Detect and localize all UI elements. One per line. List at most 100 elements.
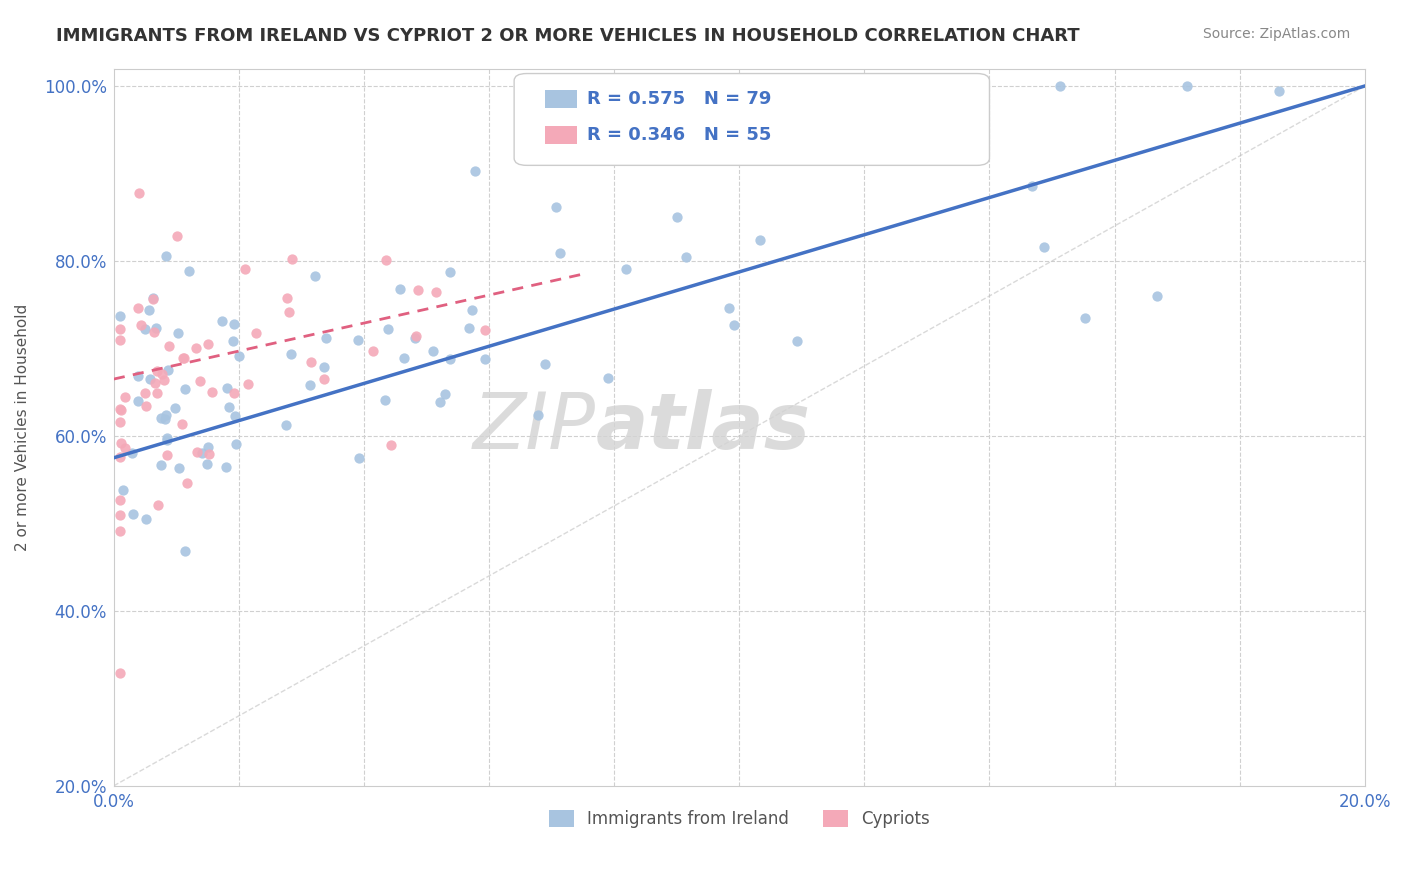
- Point: [134, 322, 156, 336]
- Y-axis label: 2 or more Vehicles in Household: 2 or more Vehicles in Household: [15, 303, 30, 550]
- Point: [138, 302, 160, 317]
- Text: Source: ZipAtlas.com: Source: ZipAtlas.com: [1202, 27, 1350, 41]
- Bar: [546, 90, 576, 108]
- Point: [347, 451, 370, 466]
- Point: [108, 333, 131, 347]
- Point: [1049, 78, 1071, 93]
- Point: [527, 408, 550, 422]
- Point: [596, 371, 619, 385]
- Point: [439, 352, 461, 367]
- Point: [312, 372, 335, 386]
- Point: [299, 355, 322, 369]
- Point: [474, 323, 496, 337]
- FancyBboxPatch shape: [515, 73, 990, 165]
- Point: [548, 246, 571, 260]
- Bar: [546, 126, 576, 144]
- Point: [675, 250, 697, 264]
- Point: [167, 461, 190, 475]
- Point: [439, 265, 461, 279]
- Point: [153, 373, 176, 387]
- Point: [404, 331, 426, 345]
- Point: [127, 301, 149, 315]
- Point: [749, 233, 772, 247]
- Point: [177, 264, 200, 278]
- Point: [197, 440, 219, 454]
- Point: [238, 376, 260, 391]
- Point: [614, 261, 637, 276]
- Point: [406, 284, 429, 298]
- Point: [228, 349, 250, 363]
- Point: [174, 544, 197, 558]
- Point: [114, 441, 136, 455]
- Point: [111, 483, 134, 497]
- Point: [218, 400, 240, 414]
- Point: [121, 507, 143, 521]
- Point: [139, 372, 162, 386]
- Point: [474, 351, 496, 366]
- Point: [392, 351, 415, 365]
- Point: [172, 417, 194, 431]
- Point: [425, 285, 447, 300]
- Point: [233, 262, 256, 277]
- Point: [315, 330, 337, 344]
- Point: [347, 333, 370, 347]
- Point: [312, 360, 335, 375]
- Point: [373, 392, 395, 407]
- Point: [155, 408, 177, 422]
- Point: [108, 322, 131, 336]
- Text: ZIP: ZIP: [472, 389, 595, 465]
- Point: [108, 450, 131, 465]
- Point: [173, 351, 195, 365]
- Point: [108, 524, 131, 538]
- Point: [145, 364, 167, 378]
- Point: [1032, 240, 1054, 254]
- Point: [222, 334, 245, 348]
- Point: [277, 304, 299, 318]
- Point: [201, 384, 224, 399]
- Point: [110, 415, 132, 429]
- Text: R = 0.346   N = 55: R = 0.346 N = 55: [586, 126, 770, 144]
- Point: [786, 334, 808, 348]
- Point: [380, 438, 402, 452]
- Point: [166, 228, 188, 243]
- Point: [143, 325, 166, 339]
- Point: [225, 437, 247, 451]
- Point: [245, 326, 267, 341]
- Point: [174, 382, 197, 396]
- Point: [1267, 84, 1289, 98]
- Point: [1021, 178, 1043, 193]
- Point: [422, 343, 444, 358]
- Point: [188, 374, 211, 388]
- Point: [142, 292, 165, 306]
- Point: [108, 508, 131, 522]
- Point: [274, 417, 297, 432]
- Point: [377, 322, 399, 336]
- Point: [145, 385, 167, 400]
- Point: [149, 411, 172, 425]
- Point: [433, 386, 456, 401]
- Point: [1074, 310, 1097, 325]
- Point: [280, 252, 302, 266]
- Point: [110, 401, 132, 416]
- Point: [127, 369, 149, 384]
- Point: [131, 318, 153, 333]
- Point: [108, 666, 131, 681]
- Point: [145, 321, 167, 335]
- Point: [165, 401, 187, 416]
- Point: [172, 351, 194, 365]
- Point: [128, 186, 150, 201]
- Point: [388, 282, 411, 296]
- Text: IMMIGRANTS FROM IRELAND VS CYPRIOT 2 OR MORE VEHICLES IN HOUSEHOLD CORRELATION C: IMMIGRANTS FROM IRELAND VS CYPRIOT 2 OR …: [56, 27, 1080, 45]
- Point: [665, 210, 688, 224]
- Point: [121, 446, 143, 460]
- Point: [146, 499, 169, 513]
- Point: [110, 402, 132, 417]
- Point: [186, 341, 208, 355]
- Point: [134, 385, 156, 400]
- Point: [156, 448, 179, 462]
- Point: [191, 446, 214, 460]
- Point: [155, 411, 177, 425]
- Point: [544, 200, 567, 214]
- Point: [142, 291, 165, 305]
- Point: [108, 309, 131, 323]
